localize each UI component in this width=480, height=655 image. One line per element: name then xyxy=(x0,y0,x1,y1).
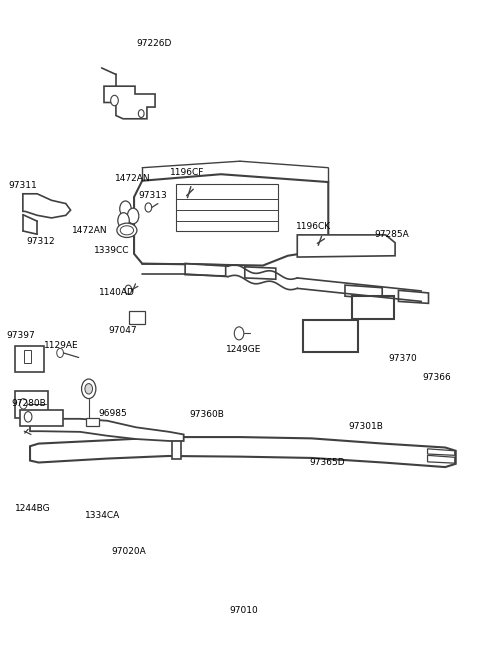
Text: 97370: 97370 xyxy=(389,354,418,363)
Text: 97366: 97366 xyxy=(422,373,451,383)
Circle shape xyxy=(234,327,244,340)
Circle shape xyxy=(24,411,32,422)
Polygon shape xyxy=(297,235,395,257)
Polygon shape xyxy=(352,296,394,319)
Text: 97285A: 97285A xyxy=(374,230,409,238)
Bar xyxy=(24,350,31,363)
Text: 97020A: 97020A xyxy=(111,548,146,556)
Polygon shape xyxy=(30,419,184,441)
Text: 1339CC: 1339CC xyxy=(95,246,130,255)
Polygon shape xyxy=(245,267,276,279)
Ellipse shape xyxy=(120,226,133,235)
Circle shape xyxy=(85,384,93,394)
Circle shape xyxy=(127,208,139,224)
Polygon shape xyxy=(104,86,155,119)
Bar xyxy=(176,184,278,231)
Bar xyxy=(172,435,181,459)
Polygon shape xyxy=(428,449,455,455)
Bar xyxy=(86,418,99,426)
Bar xyxy=(129,310,144,324)
Text: 97311: 97311 xyxy=(9,181,37,190)
Text: 1249GE: 1249GE xyxy=(226,345,261,354)
Text: 96985: 96985 xyxy=(98,409,127,418)
Ellipse shape xyxy=(117,223,137,238)
Polygon shape xyxy=(20,409,63,426)
Text: 1140AD: 1140AD xyxy=(99,288,135,297)
Text: 97280B: 97280B xyxy=(12,400,47,408)
Polygon shape xyxy=(428,455,455,463)
Polygon shape xyxy=(23,194,71,218)
Text: 97010: 97010 xyxy=(229,606,258,615)
Polygon shape xyxy=(185,263,226,276)
Circle shape xyxy=(57,348,63,358)
Text: 1196CK: 1196CK xyxy=(297,222,332,231)
Text: 1334CA: 1334CA xyxy=(85,511,120,520)
Circle shape xyxy=(145,203,152,212)
Text: 97365D: 97365D xyxy=(310,458,345,467)
Polygon shape xyxy=(30,437,456,467)
Circle shape xyxy=(82,379,96,399)
Text: 1196CF: 1196CF xyxy=(170,168,204,177)
Text: 1472AN: 1472AN xyxy=(115,174,150,183)
Polygon shape xyxy=(134,174,328,265)
Circle shape xyxy=(120,201,131,217)
Circle shape xyxy=(111,96,118,105)
Polygon shape xyxy=(15,346,44,372)
Text: 1244BG: 1244BG xyxy=(15,504,51,513)
Circle shape xyxy=(20,399,27,409)
Text: 97301B: 97301B xyxy=(348,422,383,431)
Text: 97226D: 97226D xyxy=(136,39,172,48)
Circle shape xyxy=(118,213,129,229)
Polygon shape xyxy=(398,290,429,303)
Polygon shape xyxy=(345,285,382,299)
Text: 97397: 97397 xyxy=(6,331,35,340)
Circle shape xyxy=(125,285,132,294)
Polygon shape xyxy=(303,320,359,352)
Text: 97360B: 97360B xyxy=(189,411,224,419)
Circle shape xyxy=(138,109,144,117)
Text: 97312: 97312 xyxy=(26,237,55,246)
Text: 97047: 97047 xyxy=(109,326,137,335)
Text: 1472AN: 1472AN xyxy=(72,227,108,235)
Text: 97313: 97313 xyxy=(139,191,168,200)
Text: 1129AE: 1129AE xyxy=(44,341,79,350)
Polygon shape xyxy=(15,392,48,417)
